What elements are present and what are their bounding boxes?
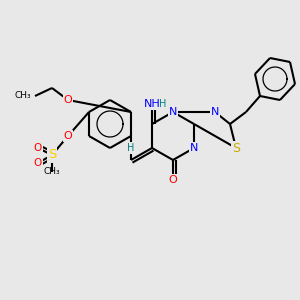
Text: N: N [190, 143, 198, 153]
Text: O: O [169, 175, 177, 185]
Text: CH₃: CH₃ [14, 92, 31, 100]
Text: H: H [159, 99, 167, 109]
Text: O: O [34, 158, 42, 168]
Text: O: O [64, 95, 72, 105]
Text: N: N [211, 107, 219, 117]
Text: N: N [169, 107, 177, 117]
Text: S: S [48, 148, 56, 161]
Text: O: O [34, 143, 42, 153]
Text: S: S [232, 142, 240, 154]
Text: NH: NH [144, 99, 160, 109]
Text: CH₃: CH₃ [44, 167, 60, 176]
Text: H: H [127, 143, 135, 153]
Text: O: O [64, 131, 72, 141]
